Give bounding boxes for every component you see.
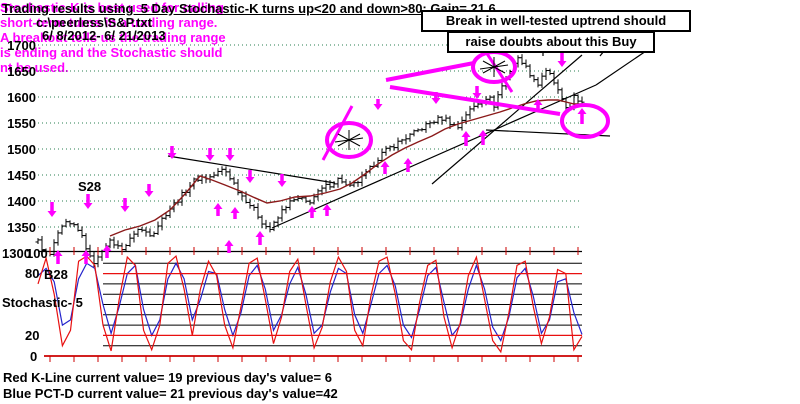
file-path-label: c:\peerless\S&P.txt — [36, 15, 153, 30]
stoch-axis-label-100: 100 — [26, 246, 48, 261]
price-axis-label-1550: 1550 — [7, 116, 36, 131]
price-axis-label-1700: 1700 — [7, 38, 36, 53]
stochastic-note: Stochastic-K is best used for calling sh… — [0, 0, 800, 75]
stoch-axis-label-80: 80 — [25, 266, 40, 281]
note-line: is ending and the Stochastic should — [0, 45, 223, 60]
stochastic-panel-label: Stochastic- 5 — [2, 295, 83, 310]
note-line: Stochastic-K is best used for calling — [0, 0, 224, 15]
price-axis-label-1500: 1500 — [7, 142, 36, 157]
note-line: A breakout tells us the trading range — [0, 30, 226, 45]
price-axis-label-1450: 1450 — [7, 168, 36, 183]
price-axis-label-1650: 1650 — [7, 64, 36, 79]
buy-signal-label: B28 — [44, 267, 68, 282]
price-axis-label-1300: 1300 — [2, 246, 31, 261]
stoch-axis-label-0: 0 — [30, 349, 38, 364]
price-axis-label-1400: 1400 — [7, 194, 36, 209]
annotation-box-line1: Break in well-tested uptrend should — [421, 10, 691, 32]
footer-k-line-values: Red K-Line current value= 19 previous da… — [3, 370, 332, 385]
note-line: short-term turns in a trading range. — [0, 15, 218, 30]
stoch-axis-label-20: 20 — [25, 328, 40, 343]
price-axis-label-1350: 1350 — [7, 220, 36, 235]
annotation-box-line2: raise doubts about this Buy — [447, 31, 655, 53]
note-line: nt be used. — [0, 60, 69, 75]
price-axis-label-1600: 1600 — [7, 90, 36, 105]
sell-signal-label: S28 — [78, 179, 102, 194]
footer-pct-d-values: Blue PCT-D current value= 21 previous da… — [3, 386, 338, 401]
date-range-label: 6/ 8/2012- 6/ 21/2013 — [42, 28, 166, 43]
